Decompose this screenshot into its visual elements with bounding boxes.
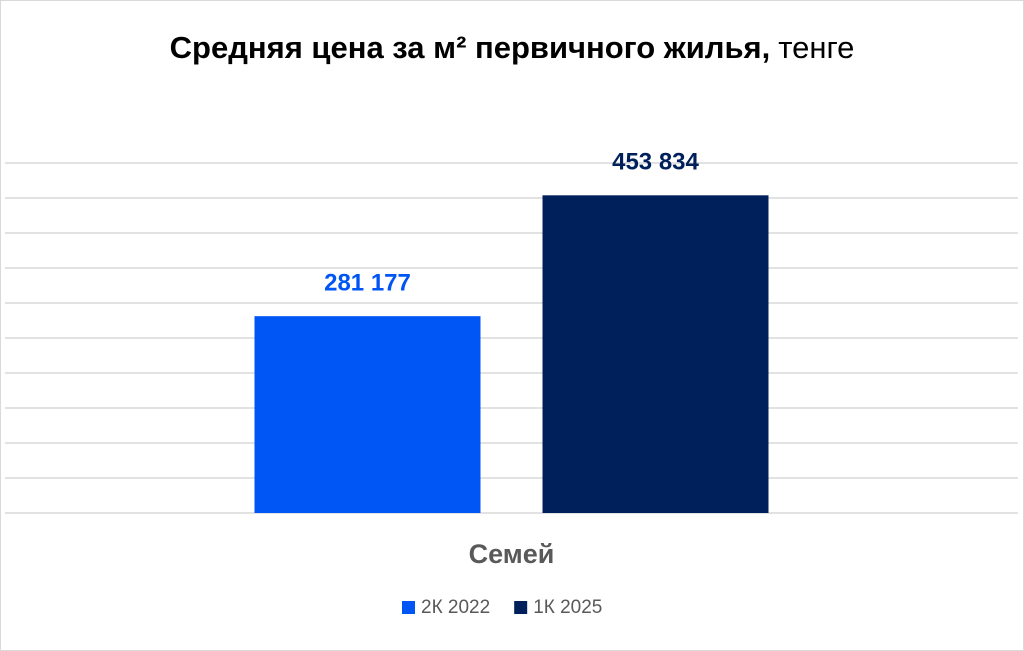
legend-label: 1К 2025 xyxy=(533,597,602,618)
title-main: Средняя цена за м² первичного жилья, xyxy=(170,30,771,65)
legend-label: 2К 2022 xyxy=(421,597,490,618)
data-label: 453 834 xyxy=(612,149,699,176)
title-unit: тенге xyxy=(778,30,854,65)
data-label: 281 177 xyxy=(324,270,411,297)
legend-swatch xyxy=(402,601,415,614)
legend-swatch xyxy=(514,601,528,614)
x-tick-label: Семей xyxy=(469,539,555,569)
bar xyxy=(254,316,481,513)
bar xyxy=(542,195,769,513)
chart-title: Средняя цена за м² первичного жилья, тенг… xyxy=(170,30,855,65)
